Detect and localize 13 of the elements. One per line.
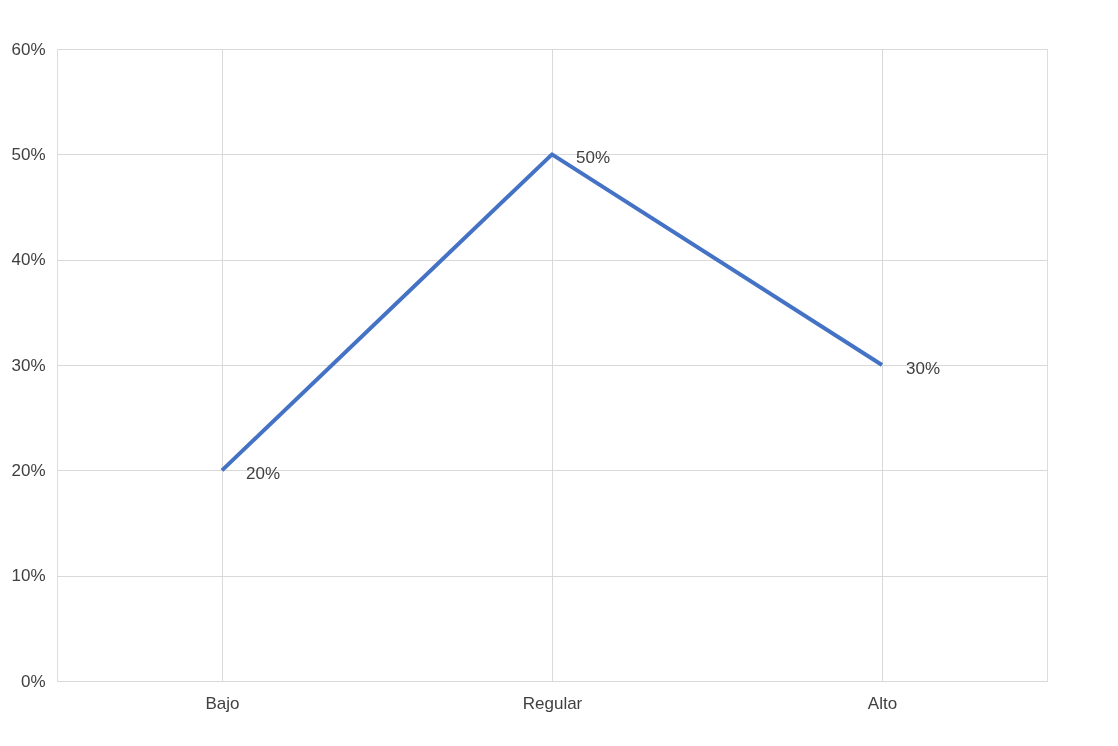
y-tick-label: 50% <box>11 144 46 164</box>
text: 20% <box>246 464 281 484</box>
text: 50% <box>576 148 611 168</box>
y-tick-label: 20% <box>11 460 46 480</box>
x-tick-label: Alto <box>867 693 898 713</box>
y-tick-label: 0% <box>20 671 46 691</box>
y-tick-label: 40% <box>11 250 46 270</box>
text: 30% <box>906 359 941 378</box>
x-tick-label: Regular <box>522 693 583 713</box>
x-tick-label: Bajo <box>205 693 240 713</box>
y-tick-label: 30% <box>11 355 46 375</box>
y-tick-label: 60% <box>11 39 46 59</box>
y-tick-label: 10% <box>11 566 46 586</box>
